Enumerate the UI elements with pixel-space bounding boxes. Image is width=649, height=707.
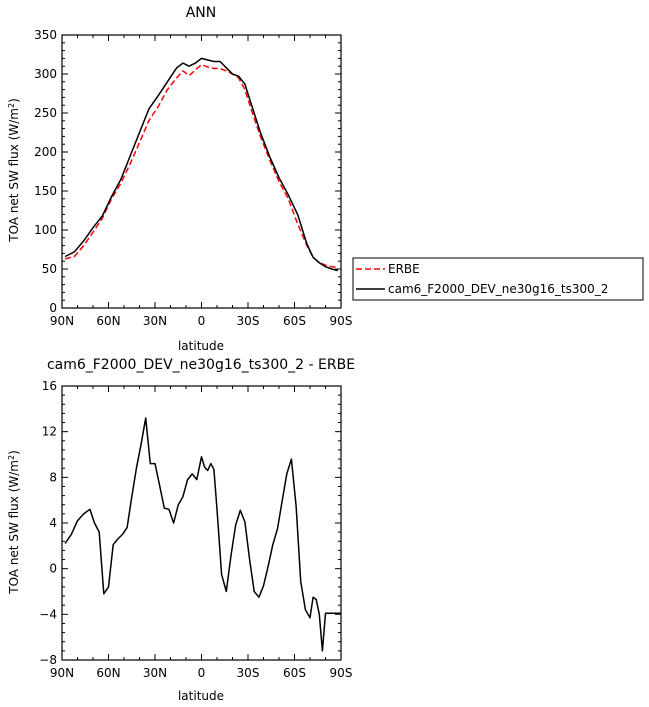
bottom-frame: [61, 385, 342, 661]
bottom-x-tick-label: 30N: [143, 666, 167, 680]
bottom-x-tick-label: 0: [198, 666, 206, 680]
top-y-tick-label: 350: [34, 28, 57, 42]
top-y-tick-label: 200: [34, 145, 57, 159]
top-y-tick-label: 150: [34, 184, 57, 198]
bottom-y-tick-label: 0: [49, 562, 57, 576]
bottom-x-tick-label: 30S: [237, 666, 260, 680]
top-x-tick-label: 60S: [283, 314, 306, 328]
top-x-tick-label: 30S: [237, 314, 260, 328]
top-y-tick-label: 300: [34, 67, 57, 81]
legend-label-erbe: ERBE: [388, 262, 420, 276]
bottom-y-tick-label: 12: [42, 425, 57, 439]
panel-annual-flux: ANN 90N 60N 30N 0 30S 60S 90S 0 50 100 150 200 250 30…: [7, 5, 353, 353]
top-x-tick-label: 60N: [96, 314, 120, 328]
top-series-line-1: [64, 57, 339, 272]
bottom-y-tick-label: 4: [49, 516, 57, 530]
top-x-tick-label: 0: [198, 314, 206, 328]
top-frame: [61, 34, 342, 309]
y-axis-label-top: TOA net SW flux (W/m2): [7, 98, 22, 243]
top-x-tick-label: 90S: [330, 314, 353, 328]
chart-title-top: ANN: [186, 5, 217, 21]
top-y-tick-label: 0: [49, 301, 57, 315]
bottom-x-tick-label: 90N: [50, 666, 74, 680]
bottom-x-tick-label: 60S: [283, 666, 306, 680]
plot-area-bottom: 90N 60N 30N 0 30S 60S 90S −8 −4 0 4 8 12 16: [39, 379, 352, 680]
plot-area-top: 90N 60N 30N 0 30S 60S 90S 0 50 100 150 200 250 300 350: [34, 28, 352, 328]
bottom-y-tick-label: 16: [42, 379, 57, 393]
bottom-x-tick-label: 90S: [330, 666, 353, 680]
bottom-y-tick-label: −4: [39, 607, 57, 621]
bottom-x-tick-label: 60N: [96, 666, 120, 680]
top-x-tick-label: 90N: [50, 314, 74, 328]
x-axis-label-bottom: latitude: [178, 689, 224, 703]
top-y-tick-label: 50: [42, 262, 57, 276]
legend: ERBE cam6_F2000_DEV_ne30g16_ts300_2: [352, 257, 644, 301]
panel-difference: cam6_F2000_DEV_ne30g16_ts300_2 - ERBE 90…: [7, 357, 356, 703]
chart-title-bottom: cam6_F2000_DEV_ne30g16_ts300_2 - ERBE: [47, 357, 355, 373]
top-y-tick-label: 100: [34, 223, 57, 237]
top-series-line-0: [64, 63, 338, 269]
x-axis-label-top: latitude: [178, 339, 224, 353]
bottom-series-line-0: [64, 417, 341, 652]
legend-box: [352, 257, 644, 301]
y-axis-label-bottom: TOA net SW flux (W/m2): [7, 450, 22, 595]
bottom-y-tick-label: −8: [39, 653, 57, 667]
bottom-y-tick-label: 8: [49, 470, 57, 484]
top-x-tick-label: 30N: [143, 314, 167, 328]
legend-label-model: cam6_F2000_DEV_ne30g16_ts300_2: [388, 282, 608, 296]
top-y-tick-label: 250: [34, 106, 57, 120]
